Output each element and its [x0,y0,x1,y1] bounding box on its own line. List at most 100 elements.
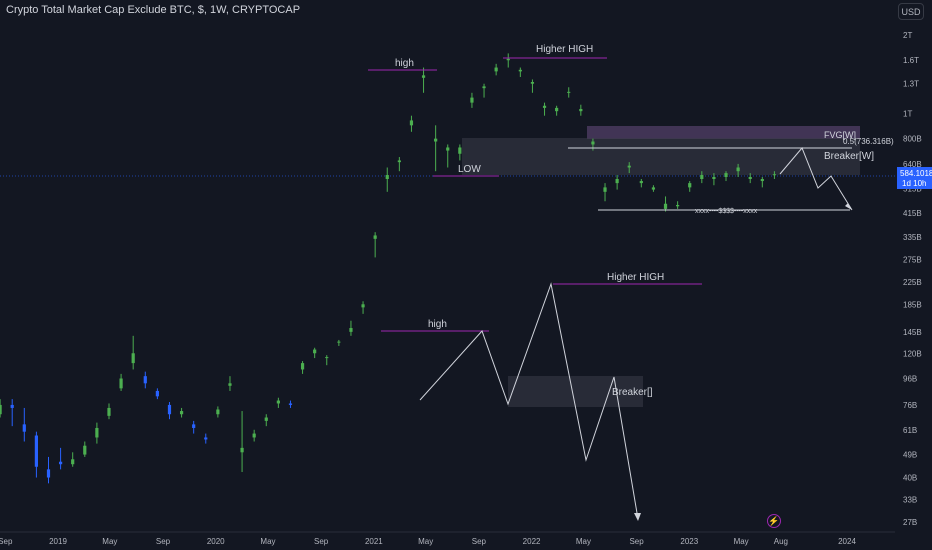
candle [506,58,510,61]
candle [143,376,147,384]
candle [46,469,51,478]
y-axis[interactable]: 2T1.6T1.3T1T800B640B515B415B335B275B225B… [903,31,922,527]
chart-title: Crypto Total Market Cap Exclude BTC, $, … [6,4,301,16]
candle [421,75,426,78]
candle [676,205,680,207]
x-tick-label: May [102,537,117,546]
schematic-arrow [634,513,641,521]
candle [579,108,583,112]
candle [748,176,752,180]
candle [192,424,196,428]
candle [663,203,668,209]
label-fib: 0.5(736.316B) [843,137,894,146]
breaker-zone-schematic [508,376,643,407]
x-tick-label: May [576,537,591,546]
y-tick-label: 275B [903,255,922,264]
candle [95,427,99,438]
label-high-2: high [428,319,447,330]
fvg-zone [587,126,860,139]
x-tick-label: 2019 [49,537,67,546]
x-tick-label: Sep [0,537,13,546]
candle [603,187,607,192]
candle [349,328,353,332]
x-tick-label: Sep [156,537,171,546]
candle [264,417,268,421]
y-tick-label: 185B [903,300,922,309]
x-tick-label: Sep [314,537,329,546]
price-badge-value: 584.1018 [900,169,932,178]
y-tick-label: 335B [903,233,922,242]
y-tick-label: 1.3T [903,80,919,89]
candle [228,383,232,386]
candle [639,181,643,184]
y-tick-label: 1T [903,109,912,118]
candle [204,437,208,440]
candle [688,183,692,188]
x-tick-label: Aug [774,537,788,546]
candle [446,147,450,151]
candle [555,107,559,112]
candle [409,120,414,126]
candle [397,160,401,163]
x-tick-label: May [734,537,749,546]
candle [313,349,317,354]
y-tick-label: 40B [903,474,917,483]
candle [361,304,365,308]
label-higher-high-2: Higher HIGH [607,272,664,283]
candle [34,435,38,467]
candle [155,390,159,397]
x-axis[interactable]: Sep 2019 May Sep 2020 May Sep 2021 May Sep 2022 May… [0,531,895,546]
y-tick-label: 33B [903,495,917,504]
label-liquidity: xxxx----$$$$----xxxx [695,208,758,215]
candle [542,105,547,108]
y-tick-label: 61B [903,426,917,435]
candle [651,187,656,190]
y-tick-label: 76B [903,401,917,410]
candle [10,404,14,408]
candle [736,167,740,172]
candle [700,175,704,180]
label-fvg: FVG[W] [824,130,856,140]
candle [627,165,631,168]
y-tick-label: 96B [903,375,917,384]
candle [760,179,764,182]
candle [434,138,438,142]
candle [300,363,305,370]
label-high-1: high [395,58,414,69]
y-tick-label: 1.6T [903,56,919,65]
projection-path-top [779,147,853,211]
x-tick-label: 2020 [207,537,225,546]
candle [712,176,716,180]
x-tick-label: 2024 [838,537,856,546]
candle [615,179,619,184]
candle [591,141,595,145]
currency-button[interactable]: USD [898,3,924,20]
candle [216,409,220,415]
y-tick-label: 120B [903,349,922,358]
y-tick-label: 225B [903,278,922,287]
y-tick-label: 800B [903,135,922,144]
candle [325,357,329,359]
y-tick-label: 640B [903,160,922,169]
x-tick-label: May [260,537,275,546]
lightning-icon[interactable]: ⚡ [767,514,781,528]
label-low: LOW [458,164,481,175]
candles [0,53,777,484]
candle [83,445,87,455]
candle [724,173,728,177]
candle [252,433,256,438]
candle [131,353,135,364]
y-tick-label: 27B [903,518,917,527]
candle [482,86,486,89]
candle [167,404,172,415]
candle [518,69,522,72]
label-breaker-2: Breaker[] [612,387,653,398]
candle [458,147,462,154]
candle [373,235,377,239]
x-tick-label: 2021 [365,537,383,546]
projection-arrow-top [845,203,852,210]
candle [288,403,293,405]
candle [0,404,2,415]
